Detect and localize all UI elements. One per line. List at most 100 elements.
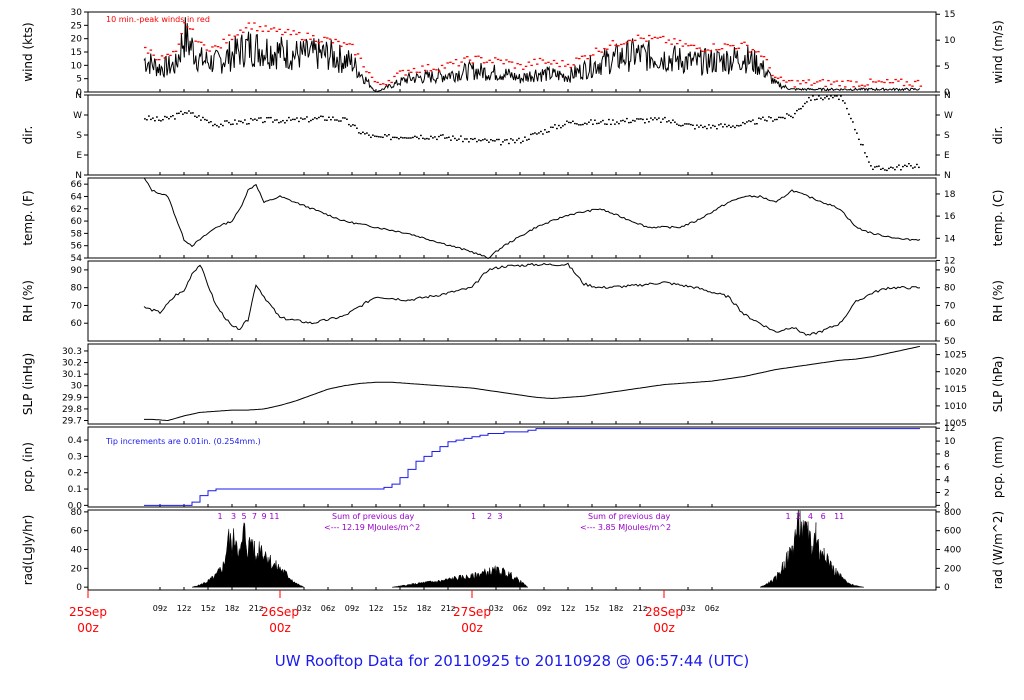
y-tick-label-right: 18 (944, 190, 956, 200)
direction-point (524, 136, 526, 138)
direction-point (846, 107, 848, 110)
time-axis: 09z 12z 15z 18z 21z 03z 06z 09z 12z 15z 18z 21z 03z 0… (69, 590, 719, 635)
direction-point (504, 139, 506, 141)
wind-peak-point (432, 68, 435, 70)
direction-point (564, 123, 566, 126)
y-tick-label-right: 2 (944, 489, 950, 499)
direction-point (554, 124, 556, 126)
y-tick-label: 64 (71, 192, 83, 202)
footer-time: 06:57:44 (635, 652, 704, 670)
direction-point (320, 115, 322, 117)
radiation-note-title: Sum of previous day (332, 512, 414, 521)
direction-point (588, 121, 590, 123)
y-tick-label-right: 80 (944, 284, 956, 294)
direction-point (290, 119, 292, 121)
wind-peak-point (174, 50, 178, 52)
wind-peak-point (737, 47, 741, 49)
wind-peak-point (407, 69, 410, 72)
direction-point (534, 132, 536, 134)
direction-point (724, 123, 726, 126)
direction-point (436, 138, 438, 141)
wind-peak-point (284, 31, 287, 33)
direction-point (488, 141, 490, 143)
direction-point (668, 120, 670, 122)
wind-peak-point (152, 54, 155, 56)
wind-peak-point (516, 63, 519, 65)
direction-point (844, 102, 846, 104)
direction-point (630, 121, 632, 124)
wind-peak-point (818, 80, 822, 82)
direction-point (596, 122, 598, 125)
wind-peak-point (264, 25, 267, 27)
direction-point (654, 117, 656, 119)
direction-point (694, 128, 696, 130)
wind-peak-point (863, 85, 867, 87)
direction-point (150, 118, 152, 121)
wind-peak-point (757, 51, 760, 53)
direction-point (626, 117, 628, 120)
direction-point (172, 115, 174, 117)
direction-point (696, 124, 698, 126)
direction-point (688, 123, 690, 125)
wind-peak-point (244, 27, 248, 29)
direction-point (542, 133, 544, 135)
direction-point (658, 117, 660, 119)
direction-point (600, 121, 602, 123)
wind-peak-point (617, 45, 620, 47)
wind-peak-point (872, 81, 875, 83)
wind-peak-point (169, 54, 172, 57)
direction-point (646, 118, 648, 120)
direction-point (776, 118, 778, 121)
direction-point (912, 167, 914, 169)
wind-peak-point (597, 50, 601, 52)
direction-point (848, 113, 850, 115)
y-tick-label-right: 70 (944, 301, 956, 311)
wind-peak-point (701, 50, 704, 52)
direction-point (532, 133, 534, 135)
direction-point (778, 116, 780, 119)
wind-peak-point (298, 31, 301, 34)
wind-peak-point (197, 41, 200, 43)
direction-point (388, 134, 390, 136)
direction-point (676, 123, 678, 125)
direction-point (402, 137, 404, 139)
direction-point (602, 119, 604, 122)
radiation-hour-mark: 6 (821, 512, 826, 521)
wind-peak-point (603, 47, 606, 50)
direction-point (752, 119, 754, 121)
y-tick-label: N (75, 91, 82, 101)
direction-point (590, 119, 592, 121)
direction-point (864, 152, 866, 154)
wind-peak-point (289, 33, 293, 36)
wind-peak-point (292, 30, 295, 32)
radiation-note-total: <--- 3.85 MJoules/m^2 (580, 523, 671, 532)
direction-point (612, 119, 614, 121)
radiation-hour-mark: 1 (217, 512, 222, 521)
y-tick-label-right: 1005 (944, 419, 967, 429)
wind-peak-point (449, 61, 452, 63)
direction-point (484, 138, 486, 140)
wind-peak-point (754, 51, 757, 53)
wind-peak-point (222, 38, 225, 40)
wind-peak-point (832, 81, 836, 83)
wind-peak-point (524, 65, 528, 68)
y-tick-label-right: E (944, 151, 950, 161)
direction-point (536, 133, 538, 135)
wind-peak-point (883, 81, 886, 84)
wind-peak-point (810, 84, 813, 86)
direction-point (178, 112, 180, 114)
wind-peak-point (592, 54, 595, 56)
direction-point (224, 120, 226, 122)
direction-point (550, 126, 552, 128)
direction-point (744, 122, 746, 125)
wind-peak-point (662, 35, 665, 38)
direction-point (682, 124, 684, 127)
direction-point (540, 130, 542, 133)
direction-point (240, 120, 242, 123)
direction-point (732, 125, 734, 127)
direction-point (706, 127, 708, 130)
direction-point (342, 117, 344, 119)
direction-point (390, 138, 392, 141)
direction-point (890, 166, 892, 168)
